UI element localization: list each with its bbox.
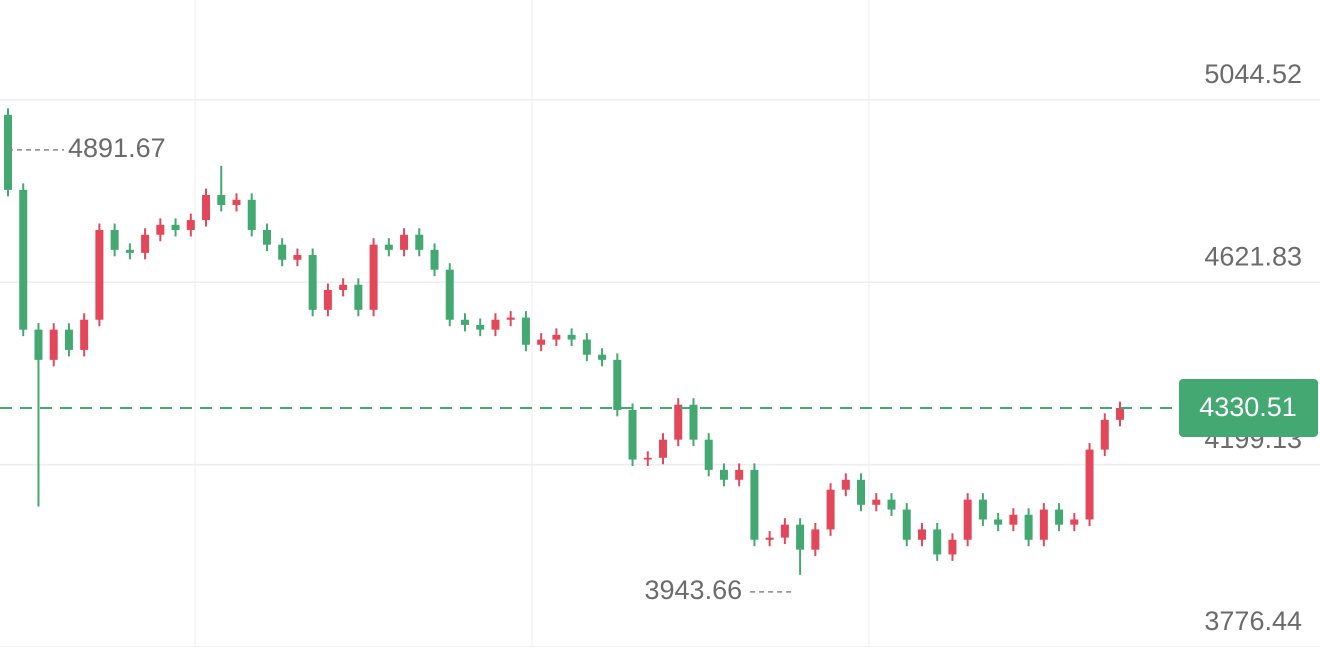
candle-body [719, 469, 728, 480]
candle-body [384, 244, 393, 250]
candle-body [49, 329, 58, 360]
candle-body [704, 439, 713, 470]
candle-body [735, 469, 744, 480]
candle-body [872, 499, 881, 505]
candle-body [887, 499, 896, 510]
candle-body [156, 224, 165, 235]
candle-body [125, 249, 134, 253]
candle-body [567, 334, 576, 340]
candle-body [826, 489, 835, 530]
candle-body [1085, 449, 1094, 520]
candle-body [445, 269, 454, 320]
candle-body [4, 114, 12, 190]
candle-body [765, 537, 774, 540]
candle-body [582, 339, 591, 355]
candle-body [948, 539, 957, 555]
candle-body [64, 329, 73, 350]
candle-body [430, 249, 439, 270]
candle-body [293, 255, 302, 260]
candle-body [278, 244, 287, 260]
candle-body [537, 339, 546, 345]
candle-body [1009, 514, 1018, 525]
candle-body [1070, 519, 1079, 525]
candle-body [902, 509, 911, 540]
candle-body [1055, 509, 1064, 525]
candle-body [933, 529, 942, 555]
candle-body [552, 334, 561, 340]
candle-body [308, 255, 317, 310]
candle-body [415, 234, 424, 250]
candle-body [476, 324, 485, 330]
candle-body [689, 404, 698, 440]
candle-body [202, 195, 211, 221]
candle-body [750, 469, 759, 540]
candle-body [339, 284, 348, 290]
low-label: 3943.66 [645, 575, 743, 605]
candle-body [917, 529, 926, 540]
candle-body [628, 409, 637, 460]
candle-body [978, 499, 987, 520]
candle-body [217, 195, 226, 205]
candle-body [247, 199, 256, 230]
y-tick-label: 5044.52 [1204, 59, 1302, 89]
candle-body [613, 359, 622, 410]
candle-body [994, 519, 1003, 525]
candle-body [796, 524, 805, 550]
candle-body [80, 319, 89, 350]
candle-body [186, 220, 195, 230]
high-label: 4891.67 [68, 133, 166, 163]
last-price-label: 4330.51 [1199, 392, 1297, 422]
candle-body [400, 234, 409, 250]
candle-body [857, 479, 866, 505]
candle-body [963, 499, 972, 540]
candle-body [491, 319, 500, 330]
candle-body [232, 199, 241, 205]
candle-body [506, 317, 515, 320]
candle-body [780, 524, 789, 538]
y-tick-label: 3776.44 [1204, 606, 1302, 636]
candle-body [323, 289, 332, 310]
candle-body [841, 479, 850, 490]
last-price-box [1179, 378, 1318, 437]
candle-body [141, 234, 150, 253]
candle-body [521, 317, 530, 345]
y-tick-label: 4621.83 [1204, 241, 1302, 271]
candle-body [34, 329, 43, 360]
candle-body [171, 224, 180, 230]
candle-body [460, 319, 469, 325]
candle-body [643, 457, 652, 460]
candle-body [1039, 509, 1048, 540]
candle-body [1024, 514, 1033, 540]
candle-body [598, 354, 607, 360]
candle-body [811, 529, 820, 550]
candle-body [110, 229, 119, 250]
candle-body [674, 404, 683, 440]
candle-body [95, 229, 104, 320]
candle-body [369, 244, 378, 310]
candle-body [262, 229, 271, 245]
candle-body [354, 284, 363, 310]
candle-body [1116, 407, 1124, 420]
candle-body [659, 439, 668, 458]
candle-body [19, 189, 28, 330]
candle-body [1100, 419, 1109, 450]
